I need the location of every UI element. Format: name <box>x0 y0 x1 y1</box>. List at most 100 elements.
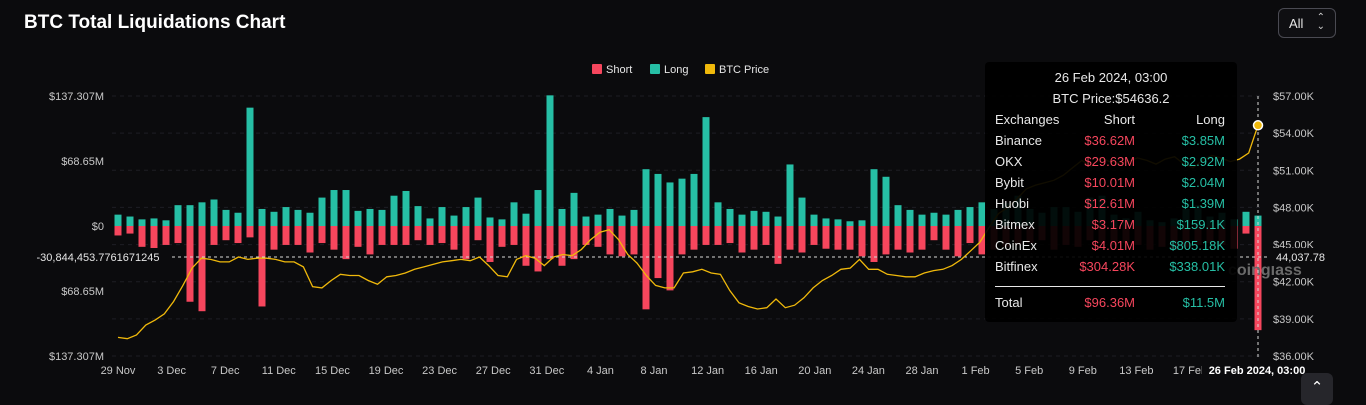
tooltip-col-long: Long <box>1196 112 1225 127</box>
y-left-tick-label: $0 <box>92 221 104 233</box>
short-bar <box>966 226 974 244</box>
y-axis-left: $137.307M $68.65M $0 $68.65M $137.307M <box>49 91 104 363</box>
range-select[interactable]: All ⌃ ⌄ <box>1278 8 1336 38</box>
short-bar <box>534 226 542 272</box>
total-label: Total <box>995 295 1023 310</box>
short-bar <box>774 226 782 264</box>
short-value: $12.61M <box>1084 196 1135 211</box>
short-bar <box>750 226 758 250</box>
short-bar <box>186 226 194 302</box>
long-bar <box>666 182 674 226</box>
long-bar <box>882 176 890 226</box>
long-value: $2.92M <box>1181 154 1225 169</box>
short-bar <box>834 226 842 250</box>
short-bar <box>690 226 698 250</box>
tooltip-row: Bybit $10.01M $2.04M <box>995 175 1225 193</box>
exchange-name: Binance <box>995 133 1042 148</box>
y-left-tick-label: $137.307M <box>49 91 104 103</box>
long-bar <box>498 219 506 226</box>
short-value: $4.01M <box>1091 238 1135 253</box>
x-tick-label: 13 Feb <box>1119 365 1153 377</box>
tooltip-row: Binance $36.62M $3.85M <box>995 133 1225 151</box>
long-bar <box>366 208 374 226</box>
x-tick-label: 28 Jan <box>905 365 938 377</box>
short-bar <box>582 226 590 245</box>
long-bar <box>510 202 518 226</box>
long-bar <box>270 211 278 226</box>
x-tick-label: 4 Jan <box>587 365 614 377</box>
short-bar <box>522 226 530 266</box>
x-tick-label: 17 Feb <box>1173 365 1207 377</box>
long-bar <box>126 216 134 226</box>
long-bar <box>438 207 446 226</box>
y-left-tick-label: $68.65M <box>61 156 104 168</box>
y-left-tick-label: $68.65M <box>61 286 104 298</box>
short-bar <box>546 226 554 260</box>
exchange-name: Huobi <box>995 196 1029 211</box>
x-axis: 29 Nov 3 Dec 7 Dec 11 Dec 15 Dec 19 Dec 23 Dec… <box>101 365 1261 377</box>
long-bar <box>678 178 686 226</box>
long-bar <box>354 210 362 226</box>
long-bar <box>306 212 314 226</box>
svg-text:44,037.78: 44,037.78 <box>1276 252 1325 264</box>
x-tick-label: 3 Dec <box>157 365 186 377</box>
long-bar <box>474 197 482 226</box>
chevron-up-down-icon: ⌃ ⌄ <box>1316 12 1325 32</box>
short-bar <box>954 226 962 257</box>
x-tick-label: 16 Jan <box>745 365 778 377</box>
short-bar <box>306 226 314 253</box>
chevron-up-icon: ⌃ <box>1310 379 1324 396</box>
x-tick-label: 15 Dec <box>315 365 350 377</box>
long-bar <box>174 205 182 226</box>
short-bar <box>918 226 926 250</box>
short-bar <box>234 226 242 244</box>
short-bar <box>462 226 470 260</box>
short-bar <box>510 226 518 245</box>
short-bar <box>858 226 866 257</box>
y-right-tick-label: $51.00K <box>1273 165 1315 177</box>
short-bar <box>114 226 122 236</box>
scroll-to-top-button[interactable]: ⌃ <box>1301 373 1333 405</box>
x-tick-label: 19 Dec <box>369 365 404 377</box>
total-long: $11.5M <box>1182 295 1225 310</box>
x-tick-label: 5 Feb <box>1015 365 1043 377</box>
short-bar <box>390 226 398 245</box>
long-bar <box>690 173 698 226</box>
short-bar <box>702 226 710 245</box>
long-value: $3.85M <box>1181 133 1225 148</box>
long-bar <box>618 215 626 226</box>
long-bar <box>798 197 806 226</box>
short-bar <box>594 226 602 247</box>
long-bar <box>390 195 398 226</box>
long-bar <box>558 208 566 226</box>
short-bar <box>738 226 746 253</box>
page-title: BTC Total Liquidations Chart <box>24 12 286 33</box>
short-bar <box>798 226 806 253</box>
long-bar <box>954 209 962 226</box>
long-value: $2.04M <box>1181 175 1225 190</box>
long-bar <box>582 216 590 226</box>
x-tick-label: 29 Nov <box>101 365 136 377</box>
y-right-tick-label: $39.00K <box>1273 314 1315 326</box>
exchange-name: Bitfinex <box>995 259 1038 274</box>
x-tick-label: 20 Jan <box>798 365 831 377</box>
short-bar <box>822 226 830 249</box>
short-bar <box>606 226 614 255</box>
short-bar <box>246 226 254 238</box>
x-tick-label: 1 Feb <box>962 365 990 377</box>
long-value: $805.18K <box>1169 238 1225 253</box>
long-bar <box>810 214 818 226</box>
short-bar <box>474 226 482 241</box>
short-value: $304.28K <box>1079 259 1135 274</box>
long-bar <box>426 218 434 226</box>
long-bar <box>786 164 794 226</box>
long-bar <box>762 211 770 226</box>
y-right-tick-label: $36.00K <box>1273 351 1315 363</box>
tooltip-row: CoinEx $4.01M $805.18K <box>995 238 1225 256</box>
short-bar <box>426 226 434 245</box>
short-bar <box>126 226 134 234</box>
legend-swatch <box>592 64 602 74</box>
exchange-name: CoinEx <box>995 238 1037 253</box>
x-tick-label: 24 Jan <box>852 365 885 377</box>
